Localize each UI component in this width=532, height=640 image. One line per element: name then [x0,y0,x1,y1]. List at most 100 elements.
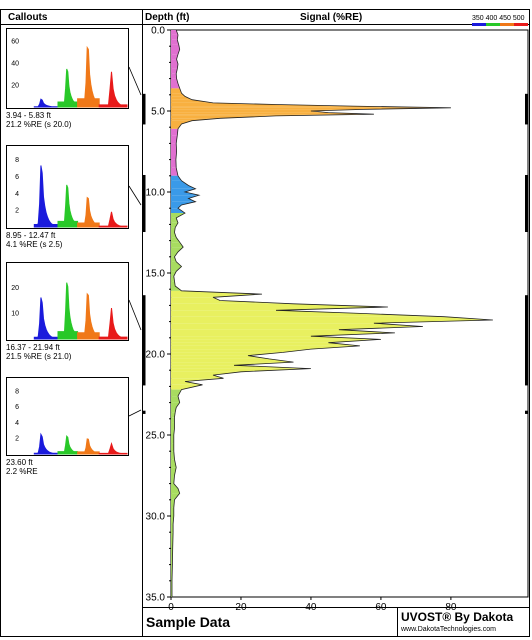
signal-segment [171,180,189,186]
signal-segment [171,111,329,113]
callout-range-marker-right [525,93,528,125]
signal-segment [171,64,178,69]
signal-segment [171,106,451,108]
legend-swatch [486,23,500,26]
signal-segment [171,237,180,243]
sample-data-label: Sample Data [146,614,230,630]
legend-swatch [472,23,486,26]
depth-axis-title: Depth (ft) [145,12,189,23]
signal-segment [171,151,177,160]
signal-segment [171,332,395,337]
signal-segment [171,54,178,60]
signal-segment [171,402,180,408]
callout-peak-4 [98,307,128,340]
signal-tick-label: 0 [168,602,174,613]
signal-tick-label: 60 [375,602,387,613]
depth-ticks: 0.0 5.0 10.0 15.0 20.0 25.0 30.0 35.0 [146,26,171,604]
callout-y-tick: 2 [15,208,19,215]
signal-segment [171,73,177,79]
signal-segment [171,34,178,40]
callout-peak-1 [33,297,59,340]
signal-tick-label: 20 [235,602,247,613]
callout-peak-2 [57,434,79,455]
signal-segment [171,123,182,129]
callout-y-tick: 40 [11,61,19,68]
callout-depth-label: 8.95 - 12.47 ft [6,231,56,240]
signal-segment [171,488,180,494]
callout-range-marker [143,174,146,233]
callout-peak-3 [77,292,100,340]
signal-segment [171,59,178,65]
signal-segment [171,115,276,119]
signal-segment [171,175,182,181]
callout-y-tick: 2 [15,436,19,443]
brand-label: UVOST® By Dakota [401,610,514,624]
callout-peak-2 [57,282,79,340]
callout-peak-1 [33,432,59,455]
signal-segment [171,285,182,291]
signal-segment [171,316,493,320]
callout-peak-3 [77,438,100,455]
signal-segment [171,99,213,103]
signal-segment [171,310,364,314]
signal-segment [171,88,182,94]
signal-segment [171,294,262,298]
signal-segment [171,389,182,397]
depth-tick-label: 5.0 [151,107,165,118]
depth-tick-label: 15.0 [146,269,166,280]
legend-swatch [500,23,514,26]
signal-segment [171,120,192,124]
callout-peak-4 [98,441,128,455]
callout-connector [128,299,142,331]
callout-range-marker-right [525,295,528,386]
signal-segment [171,118,220,121]
callout-peak-2 [57,68,79,108]
callout-depth-label: 23.60 ft [6,458,33,467]
callout-y-tick: 8 [15,388,19,395]
signal-segment [171,493,180,500]
signal-segment [171,355,269,359]
callout-y-tick: 4 [15,191,19,198]
callout-depth-label: 16.37 - 21.94 ft [6,343,61,352]
signal-segment [171,303,388,308]
callout-peak-3 [77,196,100,228]
signal-segment [171,345,360,350]
callout-y-tick: 10 [11,311,19,318]
signal-segment [171,271,177,277]
signal-plot: 0.0 5.0 10.0 15.0 20.0 25.0 30.0 35.0 0 20 40 60 80 [143,26,529,613]
callout-y-tick: 8 [15,157,19,164]
signal-segment [171,261,182,267]
signal-segment [171,307,388,311]
signal-segment [171,281,176,286]
callout-range-marker [143,295,146,386]
callout-signal-label: 4.1 %RE (s 2.5) [6,240,63,249]
signal-segment [171,227,176,233]
signal-trace [171,29,493,597]
signal-segment [171,114,374,116]
callout-depth-markers [143,93,528,414]
signal-segment [171,201,196,205]
callout-y-tick: 6 [15,404,19,411]
signal-segment [171,135,178,144]
signal-segment [171,381,203,385]
signal-segment [171,371,241,376]
signal-segment [171,93,185,97]
signal-segment [171,68,178,74]
depth-tick-label: 30.0 [146,512,166,523]
signal-segment [171,375,224,379]
signal-segment [171,96,192,100]
signal-segment [171,49,180,55]
depth-tick-label: 25.0 [146,431,166,442]
signal-segment [171,422,175,429]
depth-tick-label: 35.0 [146,593,166,604]
signal-segment [171,104,353,107]
signal-segment [171,319,493,324]
callout-range-marker [143,93,146,125]
signal-segment [171,266,182,272]
signal-segment [171,251,178,257]
callout-range-marker-right [525,174,528,233]
callout-y-tick: 20 [11,83,19,90]
signal-segment [171,300,294,304]
signal-segment [171,39,179,45]
